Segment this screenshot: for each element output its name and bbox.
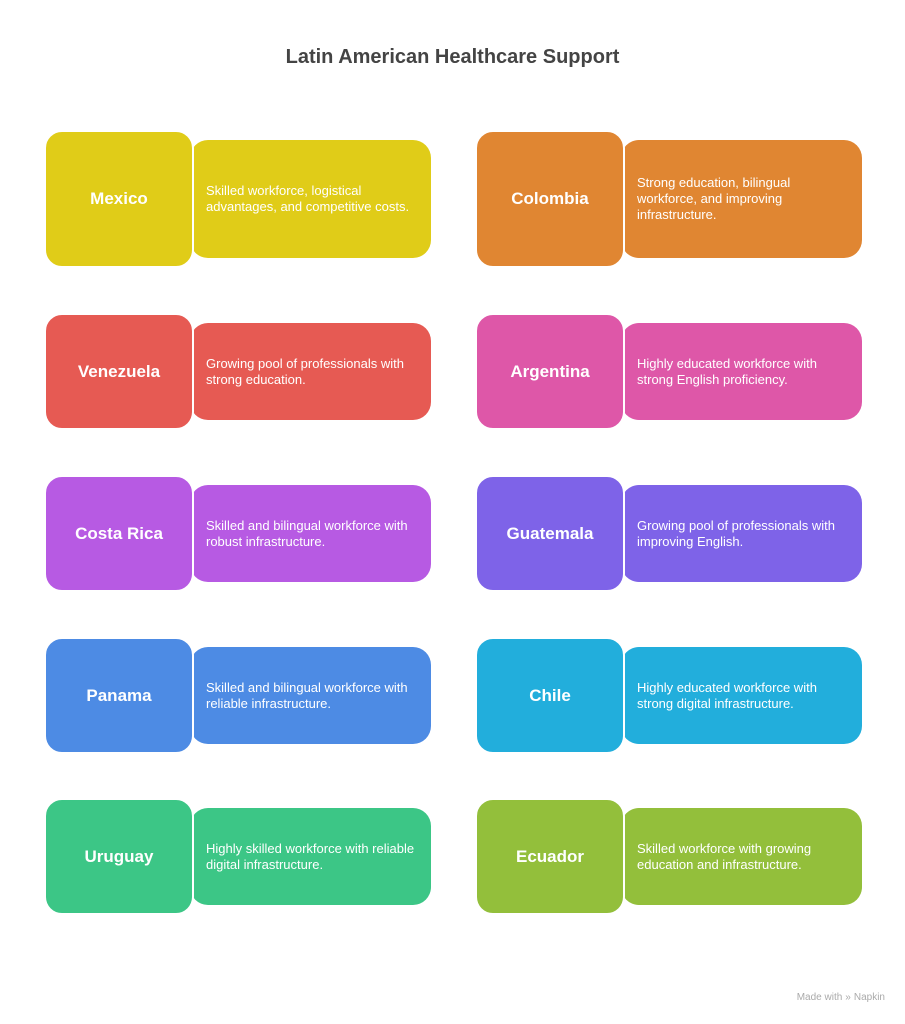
country-name: Ecuador [475, 798, 625, 915]
country-name: Colombia [475, 130, 625, 268]
country-description: Skilled and bilingual workforce with rel… [190, 647, 431, 744]
country-description: Highly educated workforce with strong di… [621, 647, 862, 744]
country-description: Highly skilled workforce with reliable d… [190, 808, 431, 905]
country-name: Guatemala [475, 475, 625, 592]
watermark: Made with » Napkin [797, 992, 885, 1003]
country-description: Highly educated workforce with strong En… [621, 323, 862, 420]
country-description: Growing pool of professionals with impro… [621, 485, 862, 582]
country-description: Growing pool of professionals with stron… [190, 323, 431, 420]
country-name: Uruguay [44, 798, 194, 915]
made-with-label: Made with [796, 992, 843, 1003]
country-name: Costa Rica [44, 475, 194, 592]
brand-label: Napkin [853, 992, 885, 1003]
country-name: Mexico [44, 130, 194, 268]
country-name: Chile [475, 637, 625, 754]
country-description: Skilled workforce, logistical advantages… [190, 140, 431, 258]
diagram-title: Latin American Healthcare Support [285, 46, 620, 68]
country-description: Strong education, bilingual workforce, a… [621, 140, 862, 258]
country-description: Skilled and bilingual workforce with rob… [190, 485, 431, 582]
country-name: Argentina [475, 313, 625, 430]
country-name: Panama [44, 637, 194, 754]
country-name: Venezuela [44, 313, 194, 430]
napkin-logo-icon: » [845, 992, 851, 1003]
country-description: Skilled workforce with growing education… [621, 808, 862, 905]
